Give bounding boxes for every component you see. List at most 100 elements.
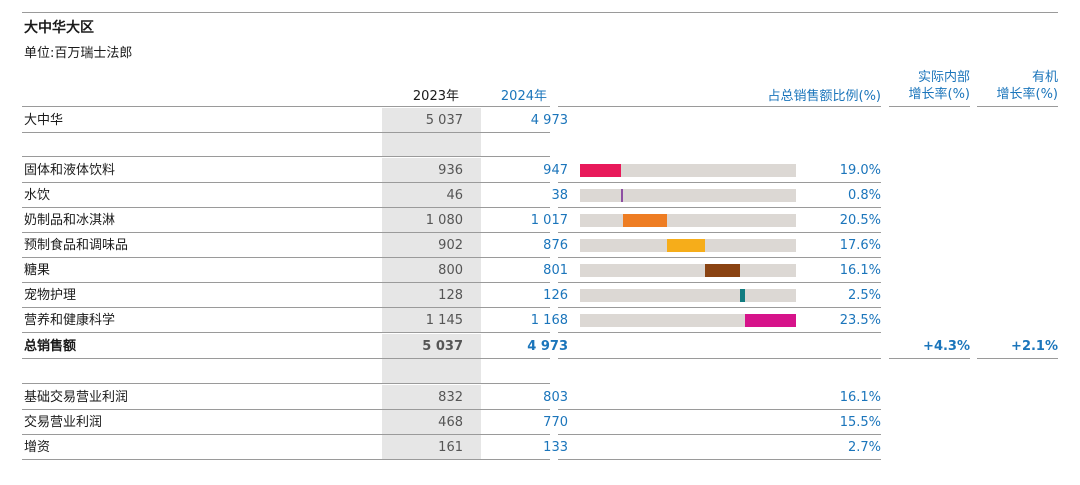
header-rule-rig <box>889 106 970 107</box>
total-rig: +4.3% <box>923 339 970 354</box>
profit-label: 交易营业利润 <box>24 415 103 430</box>
top-rule <box>22 12 1058 13</box>
category-label: 水饮 <box>24 188 51 203</box>
category-label: 预制食品和调味品 <box>24 238 129 253</box>
page-title: 大中华大区 <box>24 20 94 36</box>
row-rule <box>22 332 550 333</box>
row-rule-og <box>977 358 1058 359</box>
total-2023: 5 037 <box>382 334 481 359</box>
category-share: 2.5% <box>847 288 881 303</box>
category-2024: 1 168 <box>530 313 568 328</box>
category-2023: 1 145 <box>382 308 481 333</box>
category-2024: 1 017 <box>530 213 568 228</box>
region-label: 大中华 <box>24 113 64 128</box>
category-row: 奶制品和冰淇淋 1 080 1 017 20.5% <box>22 208 1058 233</box>
row-rule <box>22 257 550 258</box>
header-rig: 实际内部 增长率(%) <box>880 69 971 103</box>
share-bar-track <box>580 214 796 227</box>
category-2023: 128 <box>382 283 481 308</box>
row-rule-share <box>558 332 881 333</box>
header-og-line1: 有机 <box>1031 70 1058 85</box>
category-row: 营养和健康科学 1 145 1 168 23.5% <box>22 308 1058 333</box>
profit-row: 交易营业利润 468 770 15.5% <box>22 410 1058 435</box>
header-og-line2: 增长率(%) <box>996 87 1059 102</box>
header-share: 占总销售额比例(%) <box>680 88 882 105</box>
category-row: 糖果 800 801 16.1% <box>22 258 1058 283</box>
region-row: 大中华 5 037 4 973 <box>22 108 1058 133</box>
header-og: 有机 增长率(%) <box>970 69 1059 103</box>
row-rule <box>22 232 550 233</box>
row-rule <box>22 358 550 359</box>
profit-row: 增资 161 133 2.7% <box>22 435 1058 460</box>
total-row: 总销售额 5 037 4 973 +4.3% +2.1% <box>22 334 1058 359</box>
share-bar-track <box>580 314 796 327</box>
profit-label: 基础交易营业利润 <box>24 390 129 405</box>
share-bar-segment <box>622 214 668 227</box>
row-rule <box>22 434 550 435</box>
header-2024: 2024年 <box>459 88 547 105</box>
profit-2023: 161 <box>382 435 481 460</box>
category-share: 19.0% <box>839 163 881 178</box>
spacer-2023 <box>382 133 481 157</box>
total-og: +2.1% <box>1011 339 1058 354</box>
category-label: 宠物护理 <box>24 288 77 303</box>
category-row: 水饮 46 38 0.8% <box>22 183 1058 208</box>
category-2024: 801 <box>543 263 568 278</box>
profit-share: 15.5% <box>839 415 881 430</box>
profit-2023: 832 <box>382 385 481 410</box>
category-label: 糖果 <box>24 263 51 278</box>
header-rule-share <box>558 106 881 107</box>
category-label: 固体和液体饮料 <box>24 163 116 178</box>
profit-row: 基础交易营业利润 832 803 16.1% <box>22 385 1058 410</box>
row-rule <box>22 132 550 133</box>
category-2023: 936 <box>382 158 481 183</box>
category-2024: 876 <box>543 238 568 253</box>
share-bar-track <box>580 164 796 177</box>
profit-2024: 803 <box>543 390 568 405</box>
row-rule-share <box>558 182 881 183</box>
row-rule <box>22 409 550 410</box>
profit-share: 2.7% <box>847 440 881 455</box>
category-label: 营养和健康科学 <box>24 313 116 328</box>
profit-share: 16.1% <box>839 390 881 405</box>
row-rule-share <box>558 434 881 435</box>
row-rule-share <box>558 358 881 359</box>
row-rule <box>22 459 550 460</box>
category-share: 20.5% <box>839 213 881 228</box>
row-rule-share <box>558 232 881 233</box>
row-rule-share <box>558 257 881 258</box>
header-rule-og <box>977 106 1058 107</box>
region-2024: 4 973 <box>530 113 568 128</box>
row-rule-share <box>558 282 881 283</box>
category-2023: 902 <box>382 233 481 258</box>
row-rule-share <box>558 409 881 410</box>
row-rule <box>22 207 550 208</box>
row-rule-share <box>558 207 881 208</box>
row-rule <box>22 182 550 183</box>
row-rule-rig <box>889 358 970 359</box>
header-share-text: 占总销售额比例(%) <box>767 89 882 104</box>
profit-2024: 770 <box>543 415 568 430</box>
category-label: 奶制品和冰淇淋 <box>24 213 116 228</box>
unit-label: 单位:百万瑞士法郎 <box>24 46 133 61</box>
category-row: 预制食品和调味品 902 876 17.6% <box>22 233 1058 258</box>
section-rule <box>22 156 550 157</box>
header-rule-left <box>22 106 550 107</box>
category-share: 17.6% <box>839 238 881 253</box>
row-rule-share <box>558 307 881 308</box>
row-rule <box>22 282 550 283</box>
profit-2024: 133 <box>543 440 568 455</box>
category-share: 0.8% <box>847 188 881 203</box>
header-rig-line2: 增长率(%) <box>908 87 971 102</box>
total-label: 总销售额 <box>24 339 77 354</box>
category-2024: 126 <box>543 288 568 303</box>
category-2023: 46 <box>382 183 481 208</box>
row-rule-share <box>558 459 881 460</box>
category-2023: 800 <box>382 258 481 283</box>
share-bar-segment <box>580 164 622 177</box>
header-2023-text: 2023年 <box>412 89 459 104</box>
header-rig-line1: 实际内部 <box>917 70 970 85</box>
share-bar-segment <box>705 264 740 277</box>
category-2024: 38 <box>551 188 568 203</box>
share-bar-segment <box>667 239 706 252</box>
